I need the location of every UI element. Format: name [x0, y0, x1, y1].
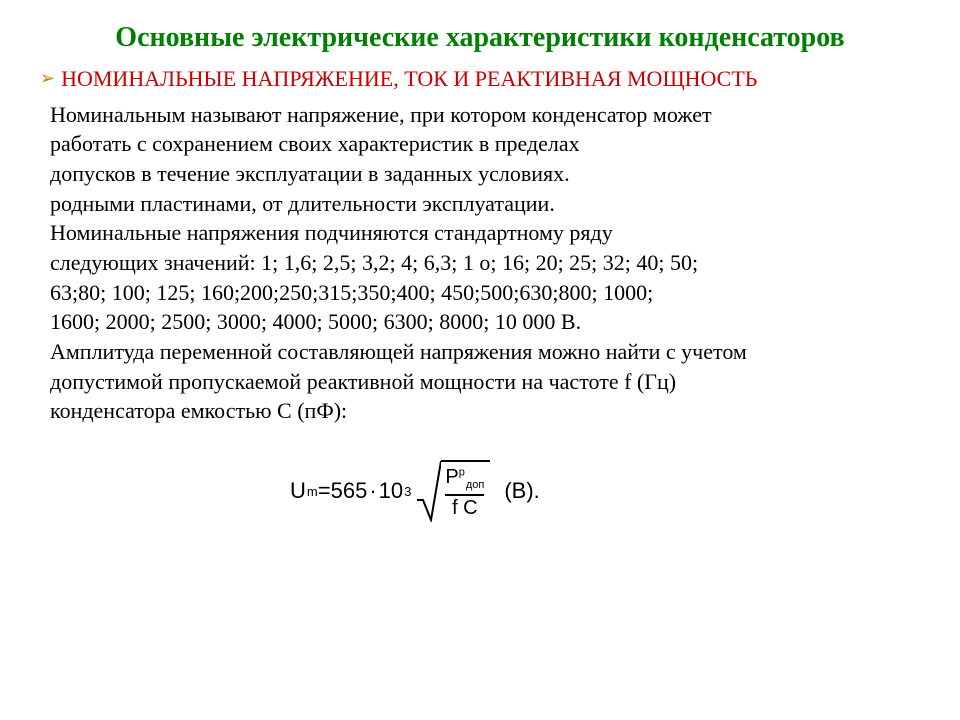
fraction-numerator: Pрдоп — [445, 467, 484, 492]
sym-P: P — [445, 466, 458, 488]
formula: U m = 565 · 10 3 Pрдоп f C — [290, 460, 930, 522]
base-10: 10 — [379, 478, 403, 504]
fraction-denominator: f C — [452, 498, 478, 519]
section-row: ➢ НОМИНАЛЬНЫЕ НАПРЯЖЕНИЕ, ТОК И РЕАКТИВН… — [40, 65, 930, 94]
formula-block: U m = 565 · 10 3 Pрдоп f C — [290, 460, 930, 522]
radical-icon — [417, 460, 441, 522]
bullet-icon: ➢ — [40, 65, 55, 90]
radicand: Pрдоп f C — [441, 460, 490, 522]
formula-lhs: U m = 565 · 10 3 — [290, 478, 411, 504]
coef-565: 565 — [331, 478, 368, 504]
sub-dop: доп — [466, 479, 485, 491]
dot: · — [369, 478, 376, 504]
slide-page: Основные электрические характеристики ко… — [0, 0, 960, 542]
page-title: Основные электрические характеристики ко… — [30, 20, 930, 55]
body-paragraph: Номинальным называют напряжение, при кот… — [50, 100, 930, 427]
exp-3: 3 — [404, 484, 411, 499]
equals: = — [318, 478, 331, 504]
section-heading: НОМИНАЛЬНЫЕ НАПРЯЖЕНИЕ, ТОК И РЕАКТИВНАЯ… — [61, 65, 757, 94]
formula-unit: (В). — [504, 478, 539, 504]
fraction-line — [445, 494, 484, 496]
sup-r: р — [459, 467, 465, 479]
sym-U: U — [290, 478, 306, 504]
sqrt: Pрдоп f C — [417, 460, 490, 522]
sub-m: m — [307, 484, 318, 499]
